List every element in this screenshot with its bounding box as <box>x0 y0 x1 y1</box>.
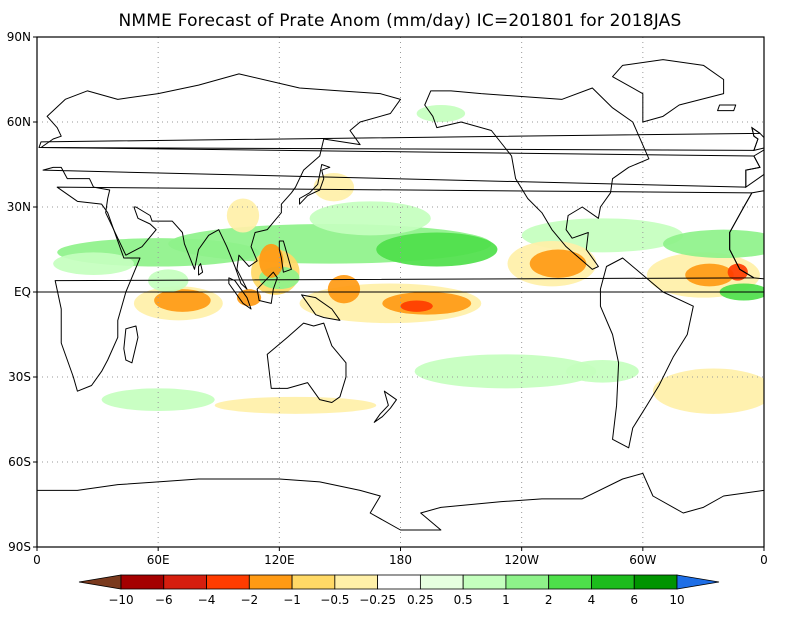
y-tick-label: 30S <box>8 370 31 384</box>
x-tick-label: 0 <box>33 553 41 567</box>
coastline-north-america <box>424 87 650 270</box>
coastline-south-america <box>599 257 694 449</box>
colorbar-swatch <box>248 574 293 590</box>
colorbar-swatch <box>377 574 421 590</box>
map-title: NMME Forecast of Prate Anom (mm/day) IC=… <box>119 11 682 31</box>
anomaly-region <box>376 232 498 267</box>
coastline-iceland <box>717 104 737 112</box>
coastline-antarctica <box>37 472 764 531</box>
coastline-greenland <box>612 59 725 123</box>
y-tick-label: 60S <box>8 455 31 469</box>
coastline-new-guinea <box>301 294 341 321</box>
colorbar-swatch <box>120 574 165 590</box>
colorbar-label: −1 <box>283 593 301 607</box>
colorbar-label: −6 <box>155 593 173 607</box>
coastline-eurasia <box>40 73 761 290</box>
anomaly-region <box>529 249 587 278</box>
colorbar-label: −0.5 <box>320 593 349 607</box>
coastline-new-zealand <box>373 390 397 423</box>
colorbar-label: 6 <box>630 593 638 607</box>
colorbar-max-arrow <box>676 574 720 590</box>
colorbar-swatch <box>505 574 550 590</box>
coastline-africa <box>54 186 755 392</box>
anomaly-region <box>214 396 377 414</box>
anomaly-region <box>154 289 211 312</box>
x-tick-label: 60W <box>629 553 656 567</box>
anomaly-region <box>309 201 431 236</box>
x-tick-label: 120E <box>264 553 295 567</box>
anomaly-layer <box>53 105 764 414</box>
anomaly-region <box>327 275 361 304</box>
colorbar-label: −4 <box>198 593 216 607</box>
colorbar-swatch <box>163 574 207 590</box>
x-tick-label: 180 <box>389 553 412 567</box>
anomaly-region <box>259 243 284 278</box>
colorbar-label: 4 <box>588 593 596 607</box>
anomaly-region <box>226 198 260 233</box>
colorbar-swatch <box>462 574 507 590</box>
colorbar-label: 2 <box>545 593 553 607</box>
x-tick-label: 120W <box>504 553 539 567</box>
colorbar-swatch <box>548 574 592 590</box>
y-axis: 90N 60N 30N EQ 30S 60S 90S <box>7 30 37 554</box>
anomaly-region <box>685 263 734 287</box>
colorbar-label: 0.5 <box>454 593 473 607</box>
coastline-borneo <box>256 271 278 304</box>
anomaly-region <box>400 300 433 312</box>
anomaly-region <box>414 354 597 389</box>
anomaly-region <box>236 289 262 307</box>
colorbar-label: 0.25 <box>407 593 434 607</box>
anomaly-region <box>727 263 748 281</box>
x-tick-label: 0 <box>760 553 768 567</box>
anomaly-region <box>652 368 764 414</box>
plot-area <box>37 37 764 547</box>
y-tick-label: 90S <box>8 540 31 554</box>
colorbar-swatch <box>633 574 678 590</box>
colorbar: −10 −6 −4 −2 −1 −0.5 −0.25 0.25 0.5 1 2 4 6 10 <box>78 574 720 607</box>
x-tick-label: 60E <box>147 553 170 567</box>
colorbar-swatch <box>591 574 635 590</box>
anomaly-region <box>53 252 134 275</box>
y-tick-label: EQ <box>14 285 31 299</box>
colorbar-label: −10 <box>108 593 133 607</box>
colorbar-min-arrow <box>78 574 122 590</box>
coastline-japan <box>299 164 331 205</box>
anomaly-region <box>416 105 466 122</box>
y-tick-label: 60N <box>7 115 31 129</box>
colorbar-label: 10 <box>669 593 684 607</box>
anomaly-region <box>101 388 215 411</box>
colorbar-swatch <box>419 574 464 590</box>
anomaly-region <box>663 229 764 258</box>
colorbar-swatch <box>334 574 379 590</box>
coastline-philippines <box>278 240 292 273</box>
coastline-british-isles-wrap <box>751 126 764 152</box>
coastline-australia <box>266 322 347 403</box>
coastline-sumatra <box>228 277 252 310</box>
colorbar-swatch <box>291 574 336 590</box>
anomaly-region <box>566 360 639 383</box>
coastlines <box>37 59 764 531</box>
coastline-sri-lanka <box>198 263 204 276</box>
colorbar-label: −2 <box>240 593 258 607</box>
y-tick-label: 90N <box>7 30 31 44</box>
colorbar-swatch <box>206 574 250 590</box>
y-tick-label: 30N <box>7 200 31 214</box>
x-axis: 0 60E 120E 180 120W 60W 0 <box>33 547 768 567</box>
coastline-madagascar <box>123 325 139 364</box>
colorbar-label: 1 <box>502 593 510 607</box>
colorbar-label: −0.25 <box>359 593 396 607</box>
